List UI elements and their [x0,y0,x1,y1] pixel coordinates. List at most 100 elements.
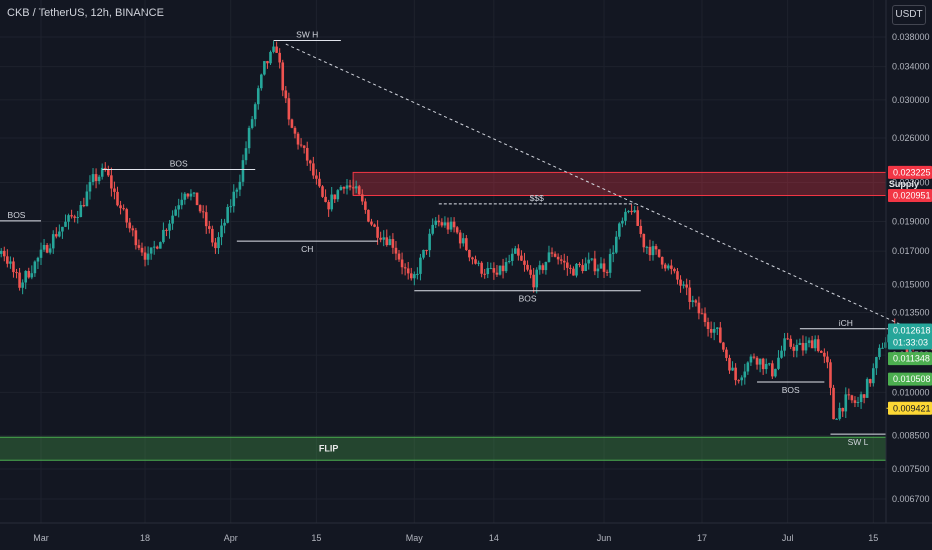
candle-body [611,252,615,255]
candle-body [208,226,211,229]
candle [449,217,453,233]
candle [526,260,529,272]
price-label: 0.023225 [893,167,931,177]
candle-body [382,237,386,240]
candle-body [345,185,349,189]
time-tick-label: 18 [140,533,150,543]
currency-button[interactable]: USDT [892,5,926,25]
candle [45,243,49,254]
candle-body [394,247,398,254]
candle-body [431,224,434,234]
candle-body [703,313,707,323]
candle-body [562,260,566,263]
candle [330,187,333,212]
candle [538,260,542,275]
candle-body [810,340,814,349]
candle-body [816,339,820,351]
candle [51,230,55,254]
candle-body [468,249,471,258]
price-label-box [888,372,932,386]
candle [385,229,389,247]
candle [578,262,581,268]
candle [146,246,150,266]
candle-body [110,175,113,189]
candle-body [440,222,444,226]
candle [566,255,569,276]
candle-body [679,279,682,286]
candle [125,207,128,228]
candle-body [510,253,514,261]
time-tick-label: May [406,533,424,543]
candle [122,204,125,211]
candle-body [177,205,180,210]
candle-body [566,262,569,268]
candle [691,295,695,308]
structure-label-2: BOS [170,159,188,169]
candle-body [691,300,695,302]
candle [361,189,364,205]
candle [740,375,744,386]
candle-body [186,193,190,197]
candle-body [535,269,539,288]
candle [820,350,823,354]
candle-body [67,215,70,222]
candle [128,218,132,233]
candle-body [639,225,643,234]
candle [865,377,869,398]
candle [91,168,95,186]
candle-body [223,222,226,226]
candle [388,235,392,246]
candle-body [82,205,86,207]
candle-body [0,250,3,254]
candle-body [498,265,502,275]
candle [367,209,370,223]
candle-body [137,245,141,248]
candle-body [146,253,150,260]
candle [238,174,242,197]
candle-body [483,273,486,275]
candle [535,267,539,294]
candle [764,358,768,374]
candle [296,131,300,150]
candle-body [737,380,740,382]
candle [810,335,814,349]
candle [253,102,257,127]
candle [9,256,12,269]
candle-body [308,160,312,164]
candle [474,255,477,265]
candle [107,165,110,177]
candle-body [590,258,594,260]
candle-body [155,246,159,249]
candle-body [728,357,731,371]
candle-body [18,272,21,288]
candle-body [315,175,318,179]
candle [737,379,740,384]
candle-body [618,223,621,237]
candle-body [272,46,275,52]
candle-body [474,259,477,264]
candle [299,138,303,148]
candle [593,250,597,276]
candle [24,270,27,290]
candle [844,387,848,419]
candle-body [290,119,294,128]
candle [76,210,80,224]
candle [266,60,269,69]
candle [70,209,73,219]
candle-body [789,338,792,347]
candle-body [24,271,27,283]
candle-body [204,212,208,227]
candle [116,186,119,207]
countdown-label: 01:33:03 [893,337,928,347]
candle-body [388,239,392,246]
candle-body [403,267,407,269]
candle-body [862,394,866,398]
candle-body [660,256,664,265]
candle [281,59,285,97]
candle-body [171,215,174,224]
candle [868,378,872,387]
candle-body [357,186,361,195]
candle [214,237,217,254]
candle-body [541,265,545,271]
